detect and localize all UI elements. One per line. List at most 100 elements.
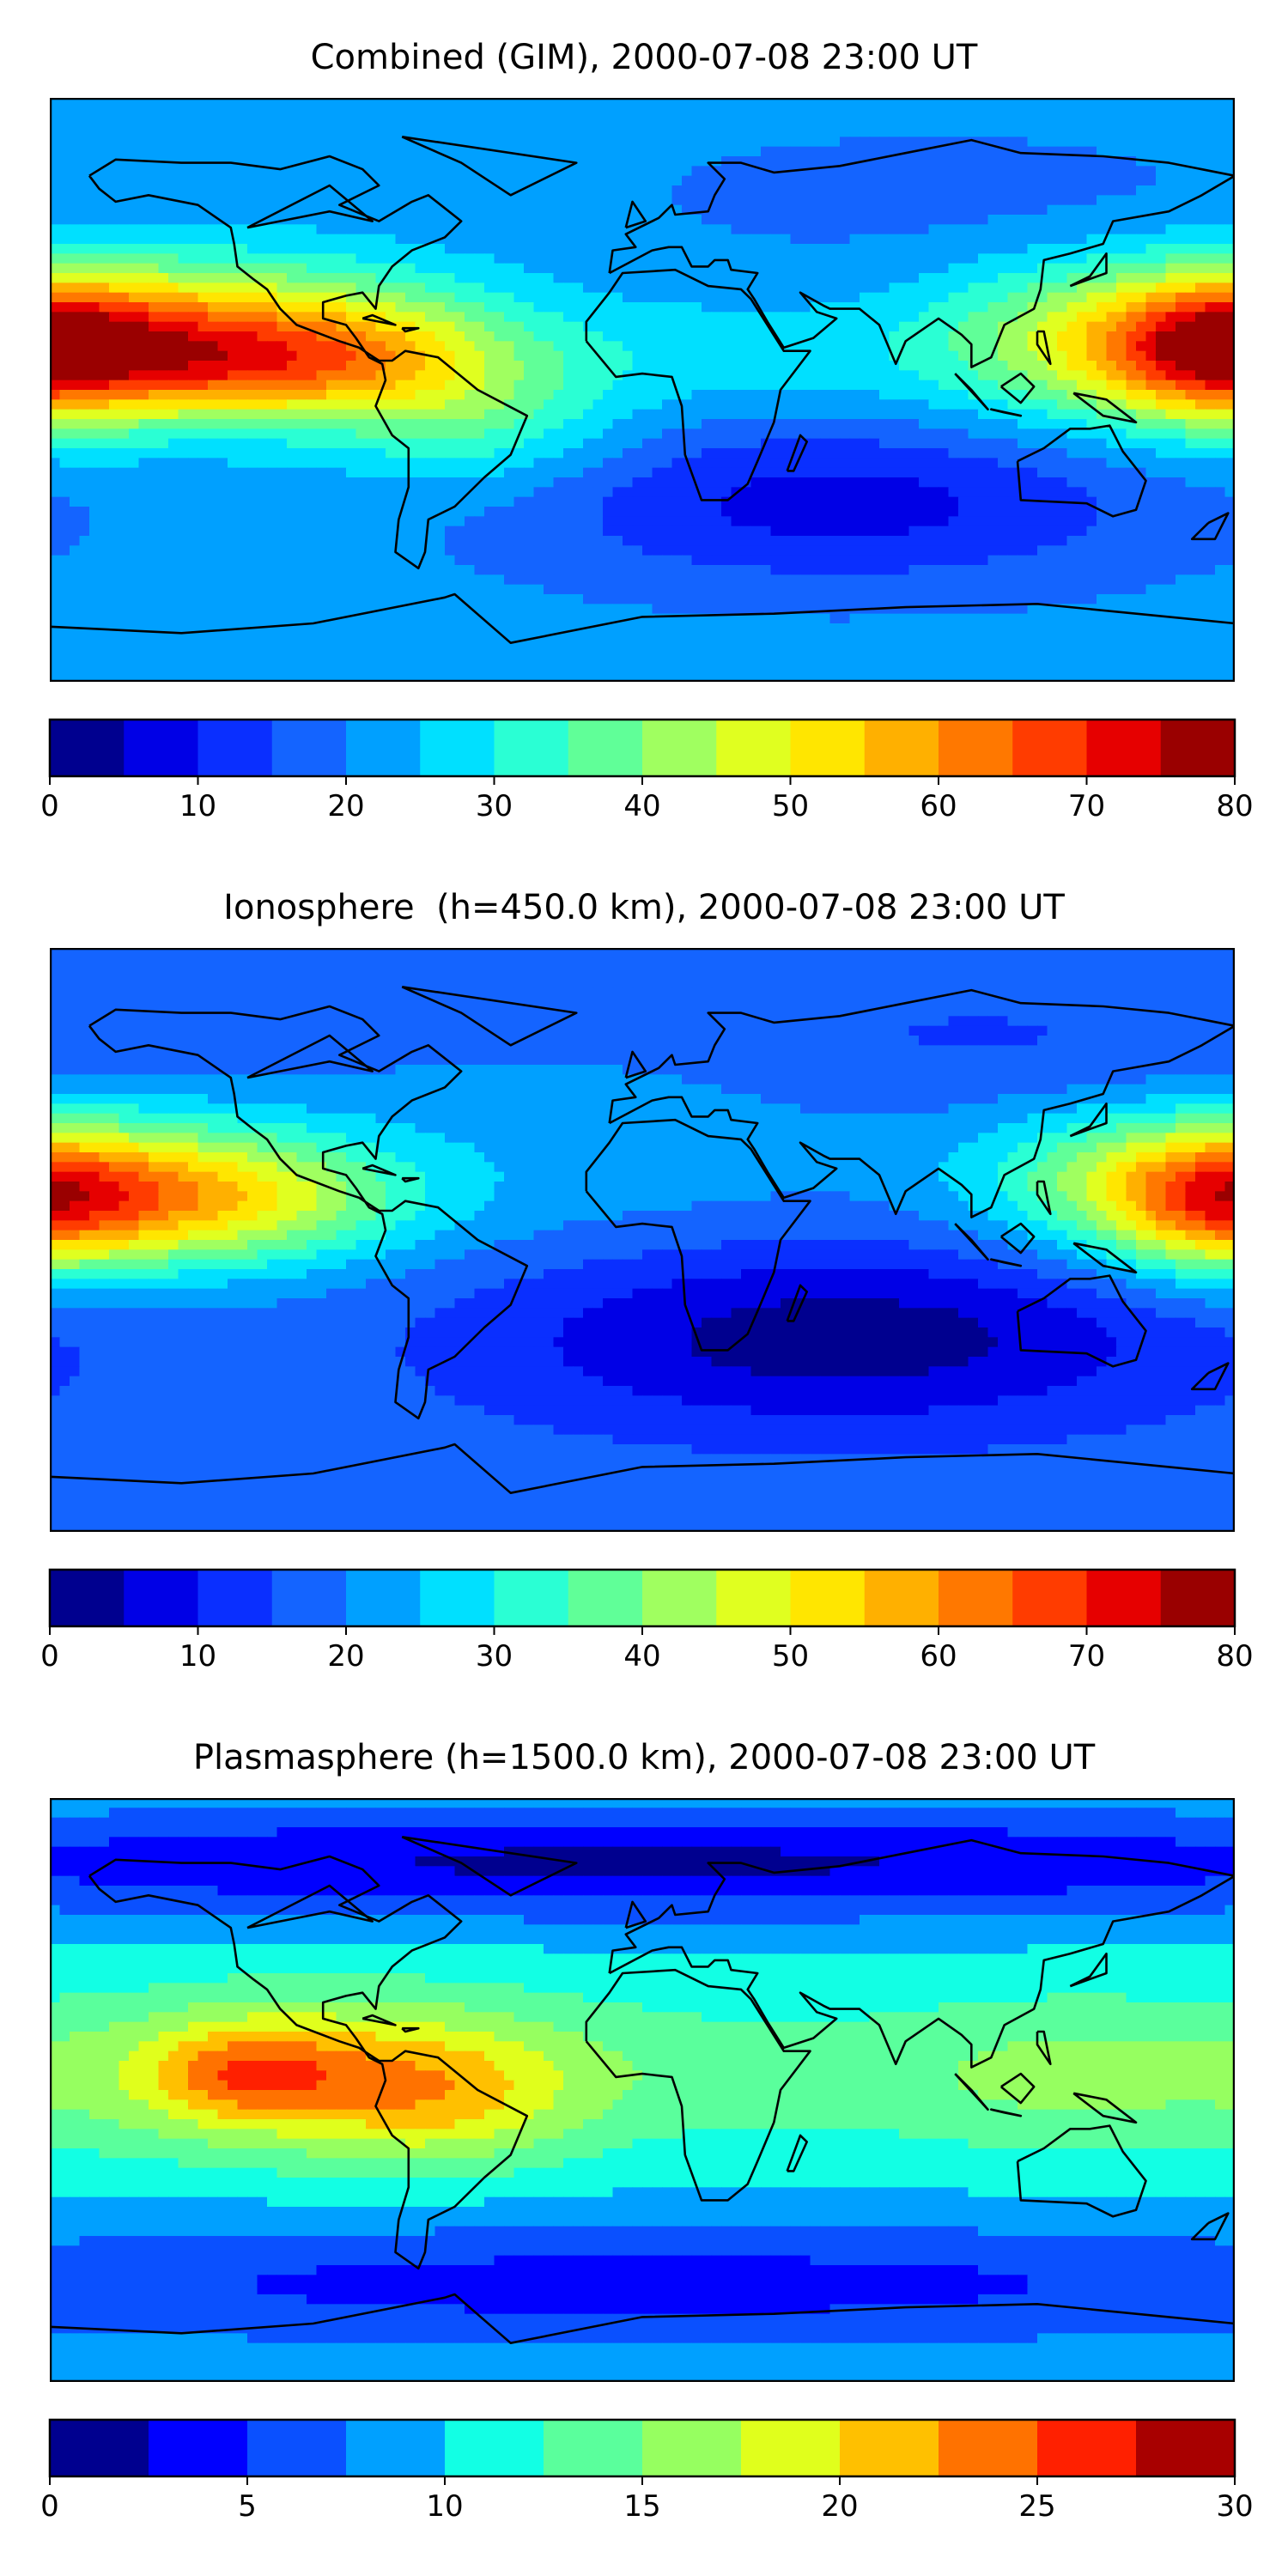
heatmap-cell	[691, 195, 702, 206]
heatmap-cell	[958, 292, 969, 303]
heatmap-cell	[129, 244, 140, 254]
heatmap-cell	[454, 380, 465, 391]
heatmap-cell	[1205, 283, 1216, 294]
heatmap-cell	[671, 292, 683, 303]
heatmap-cell	[118, 321, 130, 332]
heatmap-cell	[987, 166, 999, 177]
heatmap-cell	[465, 477, 476, 488]
heatmap-cell	[682, 283, 693, 294]
heatmap-cell	[879, 409, 890, 420]
heatmap-cell	[445, 204, 456, 216]
heatmap-cell	[287, 380, 298, 391]
heatmap-cell	[612, 312, 623, 323]
heatmap-cell	[533, 146, 544, 157]
heatmap-cell	[257, 166, 268, 177]
heatmap-cell	[939, 370, 950, 381]
heatmap-cell	[386, 185, 397, 196]
heatmap-cell	[829, 409, 841, 420]
heatmap-cell	[208, 350, 219, 361]
heatmap-cell	[1205, 390, 1216, 400]
heatmap-cell	[1205, 312, 1216, 323]
heatmap-cell	[1086, 107, 1097, 118]
heatmap-cell	[879, 458, 890, 469]
heatmap-cell	[89, 302, 100, 313]
heatmap-cell	[465, 175, 476, 186]
heatmap-cell	[1215, 195, 1226, 206]
heatmap-cell	[632, 175, 643, 186]
heatmap-cell	[1086, 253, 1097, 264]
heatmap-cell	[860, 215, 871, 225]
heatmap-cell	[50, 350, 61, 361]
heatmap-cell	[948, 438, 959, 449]
heatmap-cell	[889, 253, 900, 264]
heatmap-cell	[671, 409, 683, 420]
heatmap-cell	[149, 283, 160, 294]
heatmap-cell	[899, 321, 910, 332]
heatmap-cell	[307, 273, 318, 283]
heatmap-cell	[711, 458, 722, 469]
heatmap-cell	[99, 487, 110, 498]
heatmap-cell	[761, 195, 772, 206]
heatmap-cell	[939, 137, 950, 148]
heatmap-cell	[800, 98, 811, 108]
heatmap-cell	[761, 263, 772, 274]
heatmap-cell	[445, 215, 456, 225]
heatmap-cell	[612, 234, 623, 245]
heatmap-cell	[326, 428, 337, 440]
heatmap-cell	[642, 283, 653, 294]
heatmap-cell	[257, 98, 268, 108]
heatmap-cell	[1047, 146, 1058, 157]
heatmap-cell	[603, 127, 614, 137]
heatmap-cell	[336, 204, 347, 216]
heatmap-cell	[118, 477, 130, 488]
heatmap-cell	[1018, 467, 1029, 478]
heatmap-cell	[513, 146, 525, 157]
heatmap-cell	[1007, 137, 1018, 148]
heatmap-cell	[810, 204, 821, 216]
heatmap-cell	[919, 117, 930, 128]
heatmap-cell	[612, 156, 623, 167]
heatmap-cell	[1176, 350, 1187, 361]
heatmap-cell	[1106, 215, 1117, 225]
heatmap-cell	[533, 204, 544, 216]
heatmap-cell	[691, 127, 702, 137]
heatmap-cell	[553, 399, 564, 410]
heatmap-cell	[1077, 253, 1088, 264]
heatmap-cell	[592, 390, 604, 400]
heatmap-cell	[257, 487, 268, 498]
heatmap-cell	[197, 156, 209, 167]
heatmap-cell	[395, 428, 406, 440]
heatmap-cell	[671, 175, 683, 186]
heatmap-cell	[158, 448, 169, 459]
heatmap-cell	[721, 370, 732, 381]
heatmap-cell	[197, 370, 209, 381]
heatmap-cell	[474, 244, 485, 254]
heatmap-cell	[948, 409, 959, 420]
heatmap-cell	[642, 361, 653, 371]
heatmap-cell	[237, 399, 248, 410]
heatmap-cell	[474, 215, 485, 225]
heatmap-cell	[237, 166, 248, 177]
heatmap-cell	[1185, 302, 1196, 313]
heatmap-cell	[316, 467, 327, 478]
heatmap-cell	[958, 156, 969, 167]
heatmap-cell	[662, 361, 673, 371]
heatmap-cell	[770, 341, 781, 352]
heatmap-cell	[89, 166, 100, 177]
heatmap-cell	[465, 428, 476, 440]
heatmap-cell	[563, 263, 574, 274]
heatmap-cell	[770, 380, 781, 391]
heatmap-cell	[939, 380, 950, 391]
heatmap-cell	[899, 361, 910, 371]
heatmap-cell	[158, 127, 169, 137]
heatmap-cell	[434, 428, 446, 440]
heatmap-cell	[445, 234, 456, 245]
heatmap-cell	[454, 487, 465, 498]
heatmap-cell	[276, 361, 288, 371]
heatmap-cell	[1077, 399, 1088, 410]
heatmap-cell	[810, 458, 821, 469]
heatmap-cell	[237, 224, 248, 235]
heatmap-cell	[375, 253, 386, 264]
heatmap-cell	[70, 195, 81, 206]
heatmap-cell	[346, 312, 357, 323]
